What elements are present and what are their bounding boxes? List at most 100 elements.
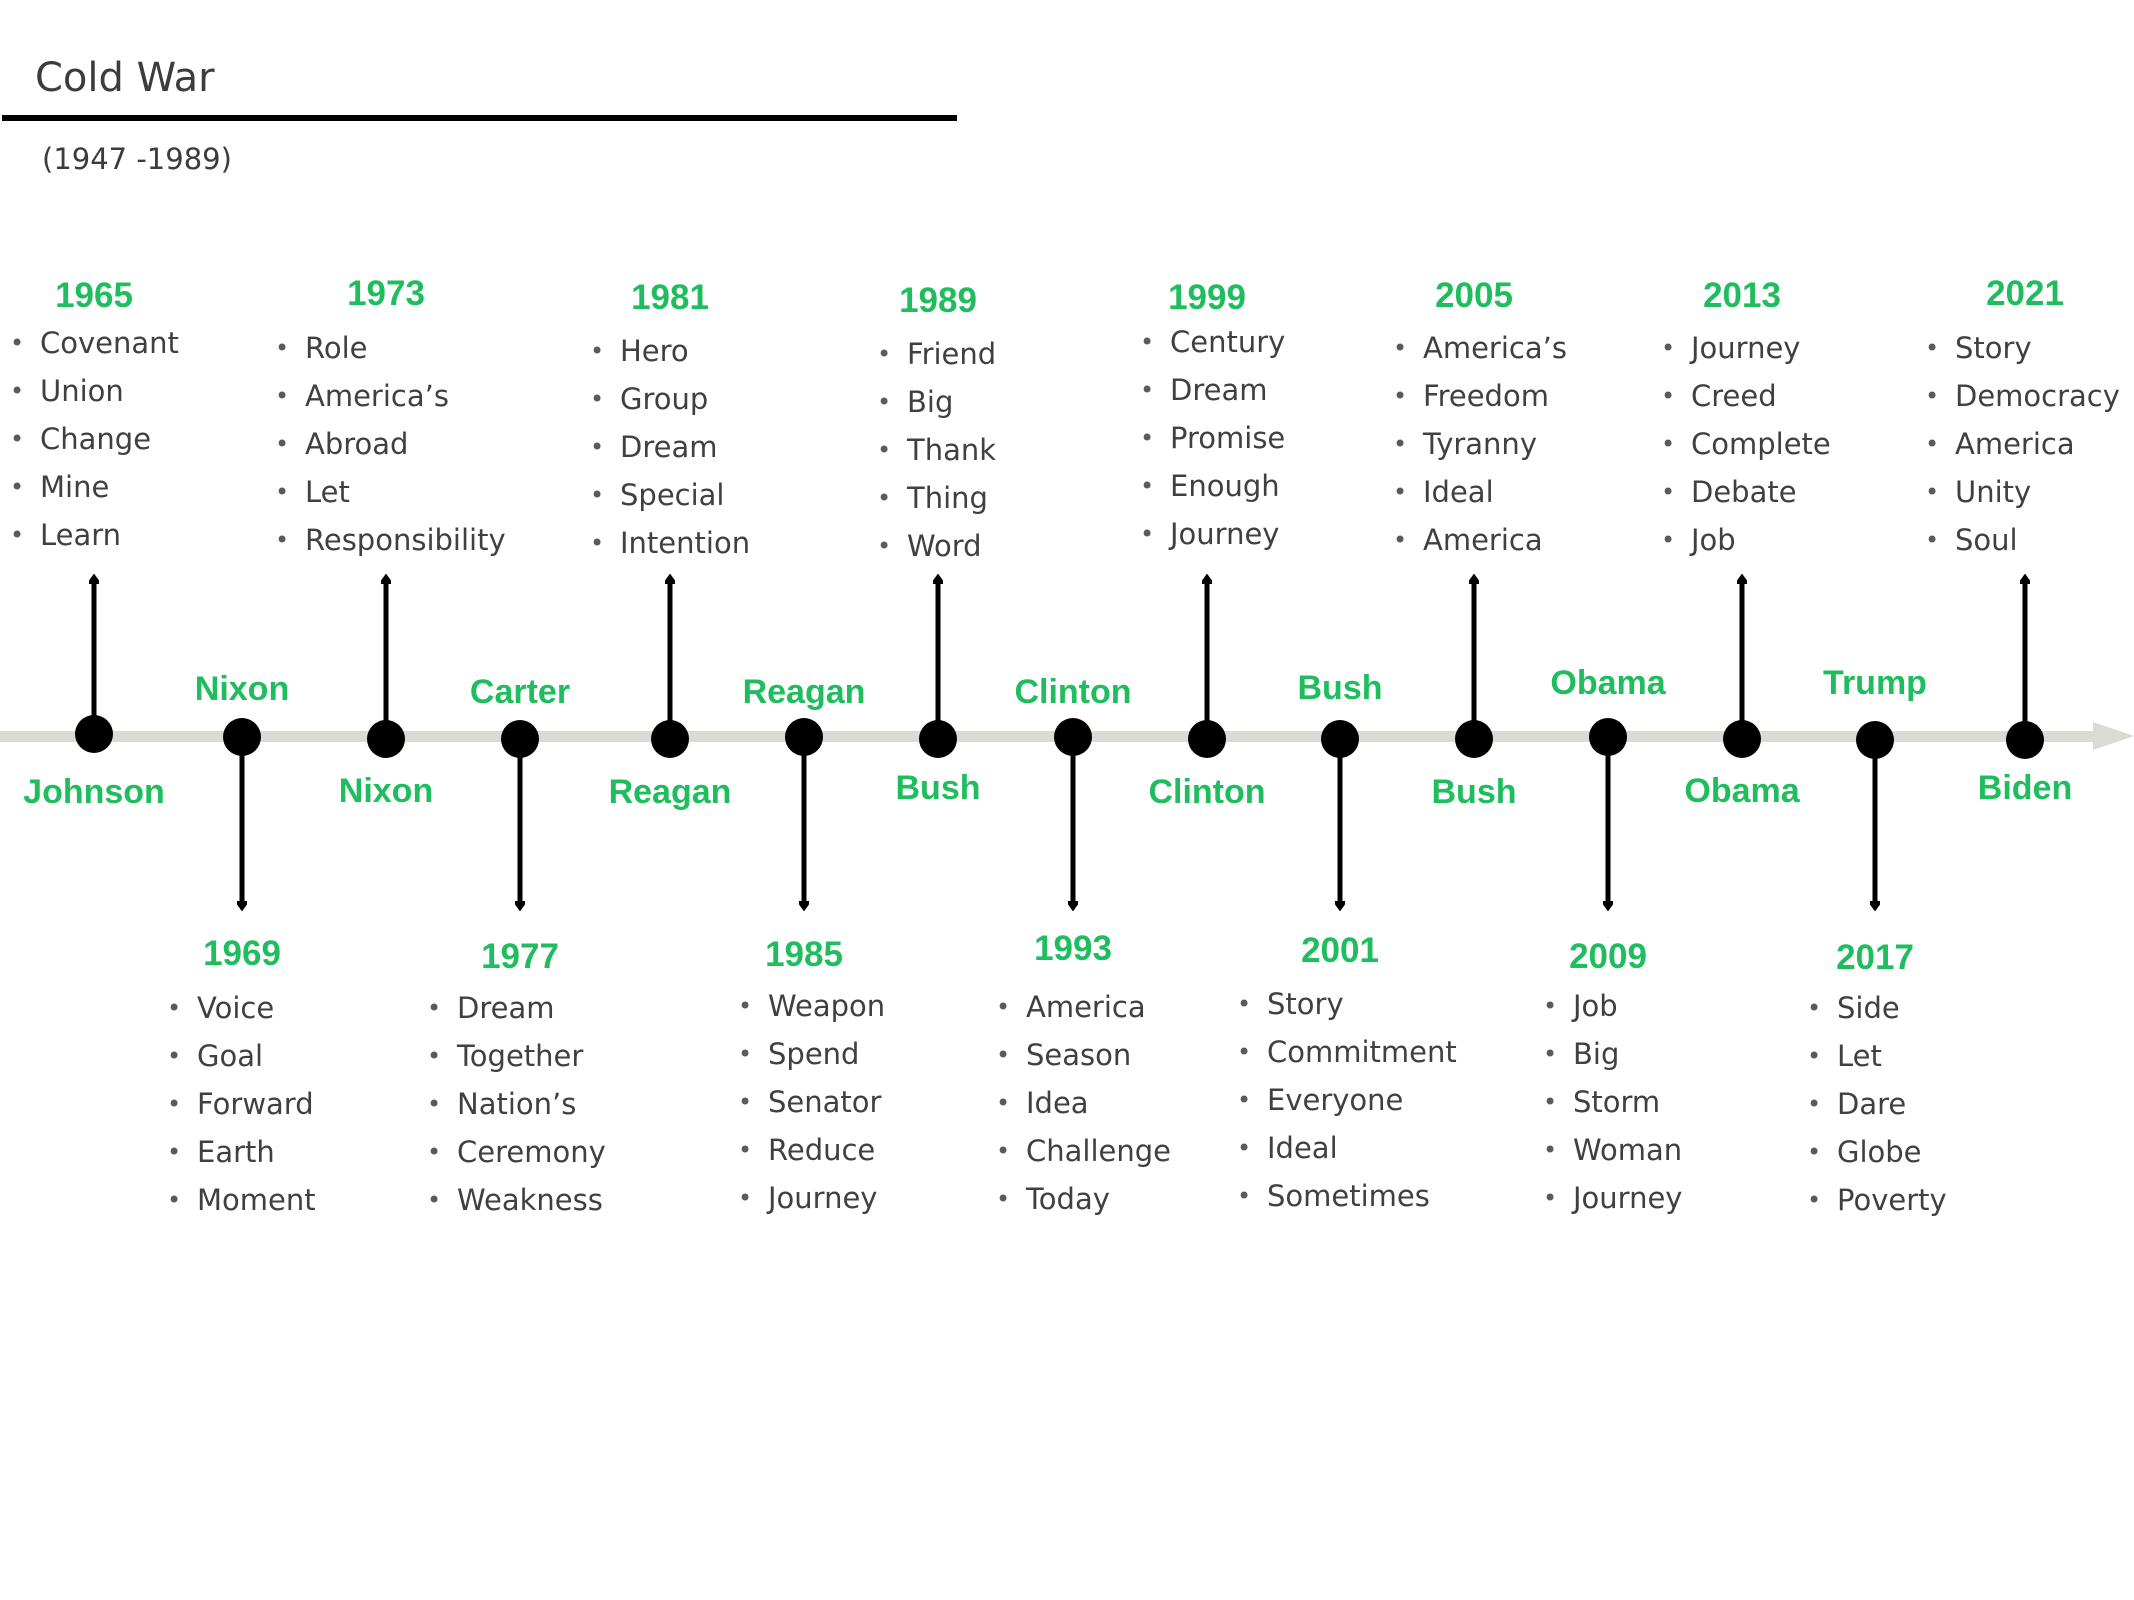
event-dot bbox=[75, 715, 113, 753]
president-label: Clinton bbox=[1148, 773, 1266, 811]
event-dot bbox=[501, 720, 539, 758]
keyword-list: America’sFreedomTyrannyIdealAmerica bbox=[1393, 324, 1567, 564]
keyword-item: America’s bbox=[275, 372, 506, 420]
keyword-item: Sometimes bbox=[1237, 1172, 1457, 1220]
keyword-item: Covenant bbox=[10, 319, 179, 367]
president-label: Obama bbox=[1684, 772, 1800, 810]
keyword-list: AmericaSeasonIdeaChallengeToday bbox=[996, 983, 1171, 1223]
keyword-item: Woman bbox=[1543, 1126, 1682, 1174]
keyword-item: Voice bbox=[167, 984, 316, 1032]
keyword-item: Special bbox=[590, 471, 750, 519]
timeline-axis-arrowhead bbox=[2093, 722, 2134, 750]
keyword-list: StoryCommitmentEveryoneIdealSometimes bbox=[1237, 980, 1457, 1220]
year-label: 1999 bbox=[1168, 278, 1246, 317]
keyword-list: FriendBigThankThingWord bbox=[877, 330, 996, 570]
keyword-item: Dream bbox=[590, 423, 750, 471]
keyword-item: Job bbox=[1661, 516, 1831, 564]
keyword-item: Storm bbox=[1543, 1078, 1682, 1126]
keyword-item: Group bbox=[590, 375, 750, 423]
keyword-item: Ideal bbox=[1237, 1124, 1457, 1172]
keyword-item: Big bbox=[1543, 1030, 1682, 1078]
keyword-item: Reduce bbox=[738, 1126, 885, 1174]
event-dot bbox=[1455, 720, 1493, 758]
keyword-item: Thank bbox=[877, 426, 996, 474]
keyword-item: Friend bbox=[877, 330, 996, 378]
keyword-item: Intention bbox=[590, 519, 750, 567]
event-dot bbox=[1856, 721, 1894, 759]
year-label: 2017 bbox=[1836, 938, 1914, 977]
keyword-list: CovenantUnionChangeMineLearn bbox=[10, 319, 179, 559]
year-label: 1981 bbox=[631, 278, 709, 317]
keyword-item: Learn bbox=[10, 511, 179, 559]
year-label: 1985 bbox=[765, 935, 843, 974]
president-label: Johnson bbox=[23, 773, 165, 811]
keyword-item: Season bbox=[996, 1031, 1171, 1079]
keyword-item: Poverty bbox=[1807, 1176, 1947, 1224]
keyword-item: Role bbox=[275, 324, 506, 372]
year-label: 2001 bbox=[1301, 931, 1379, 970]
president-label: Biden bbox=[1977, 769, 2073, 807]
keyword-item: Today bbox=[996, 1175, 1171, 1223]
keyword-item: Union bbox=[10, 367, 179, 415]
president-label: Reagan bbox=[608, 773, 732, 811]
president-label: Carter bbox=[469, 673, 571, 711]
keyword-item: America bbox=[1925, 420, 2120, 468]
event-dot bbox=[1188, 720, 1226, 758]
keyword-item: Democracy bbox=[1925, 372, 2120, 420]
keyword-item: Forward bbox=[167, 1080, 316, 1128]
event-dot bbox=[785, 718, 823, 756]
president-label: Obama bbox=[1550, 664, 1666, 702]
keyword-list: SideLetDareGlobePoverty bbox=[1807, 984, 1947, 1224]
president-label: Bush bbox=[1297, 669, 1383, 707]
event-dot bbox=[1321, 720, 1359, 758]
keyword-item: Word bbox=[877, 522, 996, 570]
keyword-item: Weapon bbox=[738, 982, 885, 1030]
keyword-item: Thing bbox=[877, 474, 996, 522]
keyword-item: Ideal bbox=[1393, 468, 1567, 516]
keyword-item: Big bbox=[877, 378, 996, 426]
year-label: 2021 bbox=[1986, 274, 2064, 313]
keyword-item: Dream bbox=[1140, 366, 1285, 414]
president-label: Nixon bbox=[338, 772, 434, 810]
keyword-item: Mine bbox=[10, 463, 179, 511]
keyword-item: Let bbox=[1807, 1032, 1947, 1080]
year-label: 2005 bbox=[1435, 276, 1513, 315]
chart-title: Cold War bbox=[35, 55, 215, 101]
event-dot bbox=[919, 720, 957, 758]
keyword-item: Dream bbox=[427, 984, 606, 1032]
keyword-item: Weakness bbox=[427, 1176, 606, 1224]
keyword-item: Journey bbox=[1543, 1174, 1682, 1222]
keyword-item: Unity bbox=[1925, 468, 2120, 516]
keyword-item: Journey bbox=[1661, 324, 1831, 372]
president-label: Bush bbox=[895, 769, 981, 807]
keyword-item: Hero bbox=[590, 327, 750, 375]
keyword-item: Soul bbox=[1925, 516, 2120, 564]
keyword-item: Century bbox=[1140, 318, 1285, 366]
president-label: Reagan bbox=[742, 673, 866, 711]
keyword-list: DreamTogetherNation’sCeremonyWeakness bbox=[427, 984, 606, 1224]
keyword-list: WeaponSpendSenatorReduceJourney bbox=[738, 982, 885, 1222]
keyword-item: Creed bbox=[1661, 372, 1831, 420]
keyword-list: JourneyCreedCompleteDebateJob bbox=[1661, 324, 1831, 564]
keyword-item: Spend bbox=[738, 1030, 885, 1078]
event-dot bbox=[1723, 720, 1761, 758]
event-dot bbox=[2006, 721, 2044, 759]
event-dot bbox=[367, 720, 405, 758]
keyword-item: Journey bbox=[738, 1174, 885, 1222]
event-dot bbox=[1589, 718, 1627, 756]
keyword-list: VoiceGoalForwardEarthMoment bbox=[167, 984, 316, 1224]
keyword-list: HeroGroupDreamSpecialIntention bbox=[590, 327, 750, 567]
keyword-item: America’s bbox=[1393, 324, 1567, 372]
keyword-item: Story bbox=[1925, 324, 2120, 372]
keyword-item: Nation’s bbox=[427, 1080, 606, 1128]
year-label: 1989 bbox=[899, 281, 977, 320]
keyword-item: Debate bbox=[1661, 468, 1831, 516]
event-dot bbox=[223, 718, 261, 756]
keyword-item: Goal bbox=[167, 1032, 316, 1080]
year-label: 1993 bbox=[1034, 929, 1112, 968]
keyword-list: CenturyDreamPromiseEnoughJourney bbox=[1140, 318, 1285, 558]
keyword-item: America bbox=[1393, 516, 1567, 564]
timeline-axis bbox=[0, 731, 2100, 742]
keyword-list: JobBigStormWomanJourney bbox=[1543, 982, 1682, 1222]
